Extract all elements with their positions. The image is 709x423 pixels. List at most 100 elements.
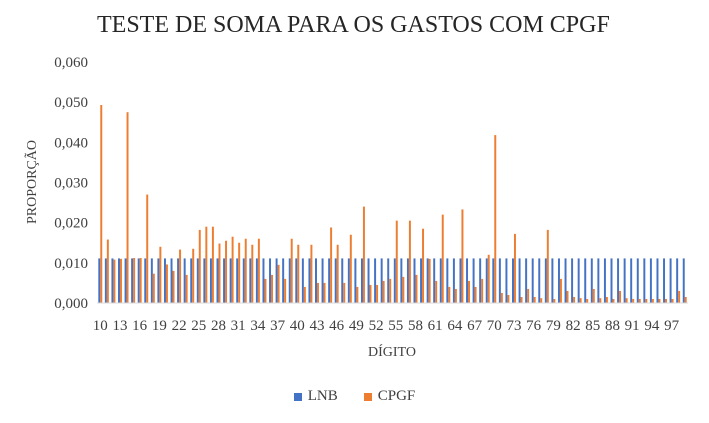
bar-cpgf-72 bbox=[507, 294, 510, 303]
x-tick-label: 31 bbox=[231, 318, 246, 334]
bar-lnb-40 bbox=[295, 258, 298, 303]
bar-cpgf-13 bbox=[119, 258, 122, 303]
bar-cpgf-61 bbox=[435, 280, 438, 303]
bar-cpgf-34 bbox=[257, 238, 260, 303]
x-tick-label: 25 bbox=[191, 318, 206, 334]
legend-label-cpgf: CPGF bbox=[377, 388, 416, 404]
bar-cpgf-53 bbox=[382, 280, 385, 303]
bar-lnb-10 bbox=[98, 258, 101, 303]
bar-cpgf-70 bbox=[494, 135, 497, 303]
bar-cpgf-93 bbox=[645, 298, 648, 303]
bar-lnb-26 bbox=[203, 258, 206, 303]
bar-cpgf-50 bbox=[362, 206, 365, 303]
bar-cpgf-94 bbox=[651, 298, 654, 303]
bar-lnb-51 bbox=[367, 258, 370, 303]
x-tick-label: 37 bbox=[270, 318, 286, 334]
bar-lnb-90 bbox=[623, 258, 626, 303]
bar-lnb-47 bbox=[341, 258, 344, 303]
bar-lnb-66 bbox=[466, 258, 469, 303]
x-tick-label: 10 bbox=[93, 318, 108, 334]
x-tick-label: 73 bbox=[506, 318, 521, 334]
bar-cpgf-41 bbox=[303, 286, 306, 303]
bar-cpgf-75 bbox=[527, 288, 530, 303]
bar-cpgf-44 bbox=[323, 282, 326, 303]
chart-title: TESTE DE SOMA PARA OS GASTOS COM CPGF bbox=[97, 12, 610, 38]
bar-lnb-50 bbox=[360, 258, 363, 303]
y-axis-label: PROPORÇÃO bbox=[24, 140, 40, 224]
x-tick-label: 97 bbox=[664, 318, 680, 334]
x-tick-label: 49 bbox=[349, 318, 364, 334]
x-tick-label: 82 bbox=[566, 318, 581, 334]
bar-lnb-91 bbox=[630, 258, 633, 303]
bar-lnb-49 bbox=[354, 258, 357, 303]
y-tick-label: 0,050 bbox=[54, 95, 88, 111]
bar-cpgf-74 bbox=[520, 296, 523, 303]
x-tick-label: 64 bbox=[447, 318, 463, 334]
bar-lnb-16 bbox=[137, 258, 140, 303]
bar-cpgf-14 bbox=[126, 112, 129, 304]
x-tick-label: 67 bbox=[467, 318, 483, 334]
bar-lnb-54 bbox=[387, 258, 390, 303]
bar-lnb-25 bbox=[196, 258, 199, 303]
bar-lnb-29 bbox=[223, 258, 226, 303]
bar-lnb-71 bbox=[498, 258, 501, 303]
bar-cpgf-78 bbox=[546, 229, 549, 303]
bar-cpgf-87 bbox=[605, 296, 608, 303]
bar-lnb-78 bbox=[544, 258, 547, 303]
bar-cpgf-35 bbox=[264, 278, 267, 303]
bar-lnb-93 bbox=[643, 258, 646, 303]
bar-cpgf-73 bbox=[513, 233, 516, 303]
x-tick-label: 61 bbox=[428, 318, 443, 334]
bar-cpgf-91 bbox=[632, 298, 635, 303]
legend-swatch-cpgf bbox=[363, 392, 372, 401]
y-tick-label: 0,060 bbox=[54, 55, 88, 71]
bar-cpgf-58 bbox=[415, 274, 418, 303]
bar-lnb-30 bbox=[229, 258, 232, 303]
x-tick-label: 58 bbox=[408, 318, 423, 334]
x-tick-label: 28 bbox=[211, 318, 226, 334]
bar-cpgf-49 bbox=[356, 286, 359, 303]
bar-cpgf-16 bbox=[139, 258, 142, 303]
bar-lnb-41 bbox=[301, 258, 304, 303]
y-tick-label: 0,000 bbox=[54, 296, 88, 312]
bar-cpgf-28 bbox=[218, 243, 221, 303]
bar-cpgf-85 bbox=[592, 288, 595, 303]
bar-lnb-95 bbox=[656, 258, 659, 303]
bar-lnb-18 bbox=[150, 258, 153, 303]
bar-lnb-22 bbox=[177, 258, 180, 303]
bar-cpgf-82 bbox=[573, 296, 576, 303]
bars bbox=[98, 104, 687, 304]
bar-lnb-63 bbox=[446, 258, 449, 303]
x-tick-label: 22 bbox=[172, 318, 187, 334]
bar-cpgf-48 bbox=[349, 234, 352, 303]
bar-cpgf-11 bbox=[106, 239, 109, 303]
bar-cpgf-77 bbox=[540, 298, 543, 303]
bar-lnb-97 bbox=[669, 258, 672, 303]
bar-cpgf-46 bbox=[336, 244, 339, 303]
bar-cpgf-10 bbox=[100, 104, 103, 303]
bar-lnb-13 bbox=[118, 258, 120, 303]
bar-cpgf-32 bbox=[244, 238, 247, 303]
bar-lnb-15 bbox=[131, 258, 134, 303]
bar-lnb-64 bbox=[452, 258, 455, 303]
bar-cpgf-24 bbox=[192, 248, 195, 303]
bar-cpgf-66 bbox=[468, 280, 470, 303]
bar-lnb-80 bbox=[557, 258, 560, 303]
bar-cpgf-18 bbox=[152, 273, 155, 303]
bar-lnb-77 bbox=[538, 258, 541, 303]
x-tick-label: 52 bbox=[369, 318, 384, 334]
bar-cpgf-96 bbox=[665, 298, 667, 303]
bar-lnb-37 bbox=[275, 258, 278, 303]
bar-lnb-83 bbox=[577, 258, 580, 303]
bar-lnb-45 bbox=[328, 258, 331, 303]
bar-cpgf-92 bbox=[638, 298, 641, 303]
bar-lnb-34 bbox=[255, 258, 258, 303]
bar-cpgf-19 bbox=[159, 246, 162, 303]
bar-lnb-74 bbox=[518, 258, 521, 303]
bar-cpgf-52 bbox=[376, 284, 379, 303]
bar-lnb-48 bbox=[347, 258, 350, 303]
x-tick-label: 79 bbox=[546, 318, 561, 334]
legend-label-lnb: LNB bbox=[307, 388, 338, 404]
bar-cpgf-45 bbox=[330, 227, 333, 303]
